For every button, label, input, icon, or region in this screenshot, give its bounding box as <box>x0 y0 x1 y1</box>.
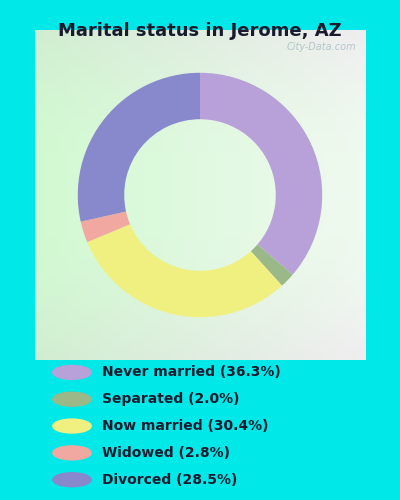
Wedge shape <box>81 212 130 242</box>
Circle shape <box>53 446 91 460</box>
Text: Marital status in Jerome, AZ: Marital status in Jerome, AZ <box>58 22 342 40</box>
Circle shape <box>53 472 91 486</box>
Wedge shape <box>78 73 200 222</box>
Circle shape <box>53 392 91 406</box>
Wedge shape <box>87 224 282 317</box>
Text: City-Data.com: City-Data.com <box>287 42 356 52</box>
Text: Widowed (2.8%): Widowed (2.8%) <box>102 446 230 460</box>
Circle shape <box>53 419 91 433</box>
Wedge shape <box>251 244 293 286</box>
Text: Separated (2.0%): Separated (2.0%) <box>102 392 240 406</box>
Text: Now married (30.4%): Now married (30.4%) <box>102 419 268 433</box>
Text: Divorced (28.5%): Divorced (28.5%) <box>102 472 237 486</box>
Text: Never married (36.3%): Never married (36.3%) <box>102 366 281 380</box>
Wedge shape <box>200 73 322 274</box>
Circle shape <box>53 366 91 380</box>
